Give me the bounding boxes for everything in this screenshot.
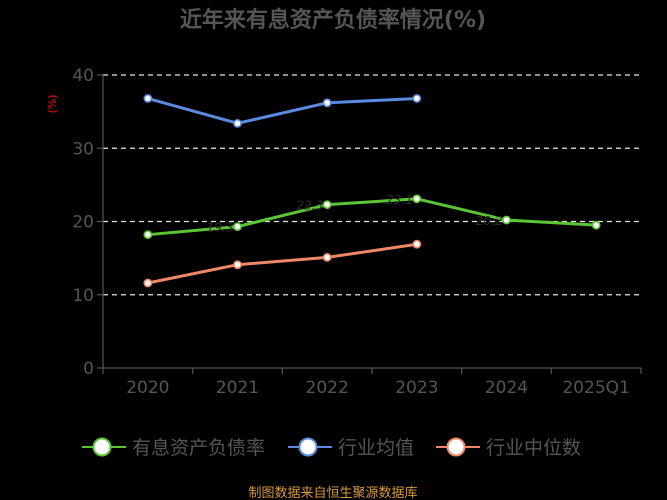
x-tick-label: 2021: [216, 378, 259, 398]
legend-swatch-marker: [446, 437, 466, 457]
series-line: [147, 197, 597, 237]
data-label: 20.2: [476, 214, 503, 228]
chart-title: 近年来有息资产负债率情况(%): [180, 7, 486, 33]
x-tick-label: 2024: [485, 378, 528, 398]
data-point: [143, 94, 153, 103]
x-tick-label: 2025Q1: [562, 378, 629, 398]
y-tick-label: 30: [72, 139, 94, 159]
data-label: 23.1: [386, 193, 413, 207]
data-point: [322, 200, 332, 210]
data-point: [322, 252, 332, 262]
legend-label: 有息资产负债率: [132, 437, 265, 459]
data-point: [233, 222, 242, 232]
series-line: [147, 242, 418, 285]
data-point: [322, 98, 332, 108]
data-point: [143, 278, 153, 288]
x-tick-label: 2023: [395, 378, 438, 398]
data-point: [412, 194, 422, 204]
data-point: [591, 220, 601, 230]
legend-label: 行业均值: [338, 437, 414, 459]
data-point: [412, 94, 422, 103]
y-tick-label: 20: [72, 213, 94, 233]
y-tick-label: 0: [83, 359, 94, 379]
data-point: [233, 118, 242, 128]
legend-item: 行业中位数: [436, 437, 581, 459]
legend: 有息资产负债率 行业均值 行业中位数: [82, 437, 581, 459]
legend-swatch-marker: [298, 437, 318, 457]
legend-item: 有息资产负债率: [82, 437, 265, 459]
data-label: 19.3: [207, 221, 234, 235]
x-tick-label: 2022: [306, 378, 349, 398]
data-label: 22.3: [296, 199, 323, 213]
data-point: [143, 230, 153, 240]
legend-item: 行业均值: [288, 437, 414, 459]
data-point: [233, 260, 242, 270]
y-tick-label: 40: [72, 66, 94, 86]
y-tick-label: 10: [72, 286, 94, 306]
source-note: 制图数据来自恒生聚源数据库: [248, 485, 417, 500]
y-axis-label: (%): [46, 94, 59, 113]
data-point: [412, 239, 422, 249]
series-line: [147, 96, 417, 125]
plot-area: 0 10 20 30 40 2020 2021 2022 2023 2024 2025Q1 19.3 2…: [72, 66, 642, 398]
data-point: [502, 215, 511, 225]
legend-swatch-marker: [92, 437, 112, 457]
legend-label: 行业中位数: [486, 437, 581, 459]
x-tick-label: 2020: [126, 378, 169, 398]
